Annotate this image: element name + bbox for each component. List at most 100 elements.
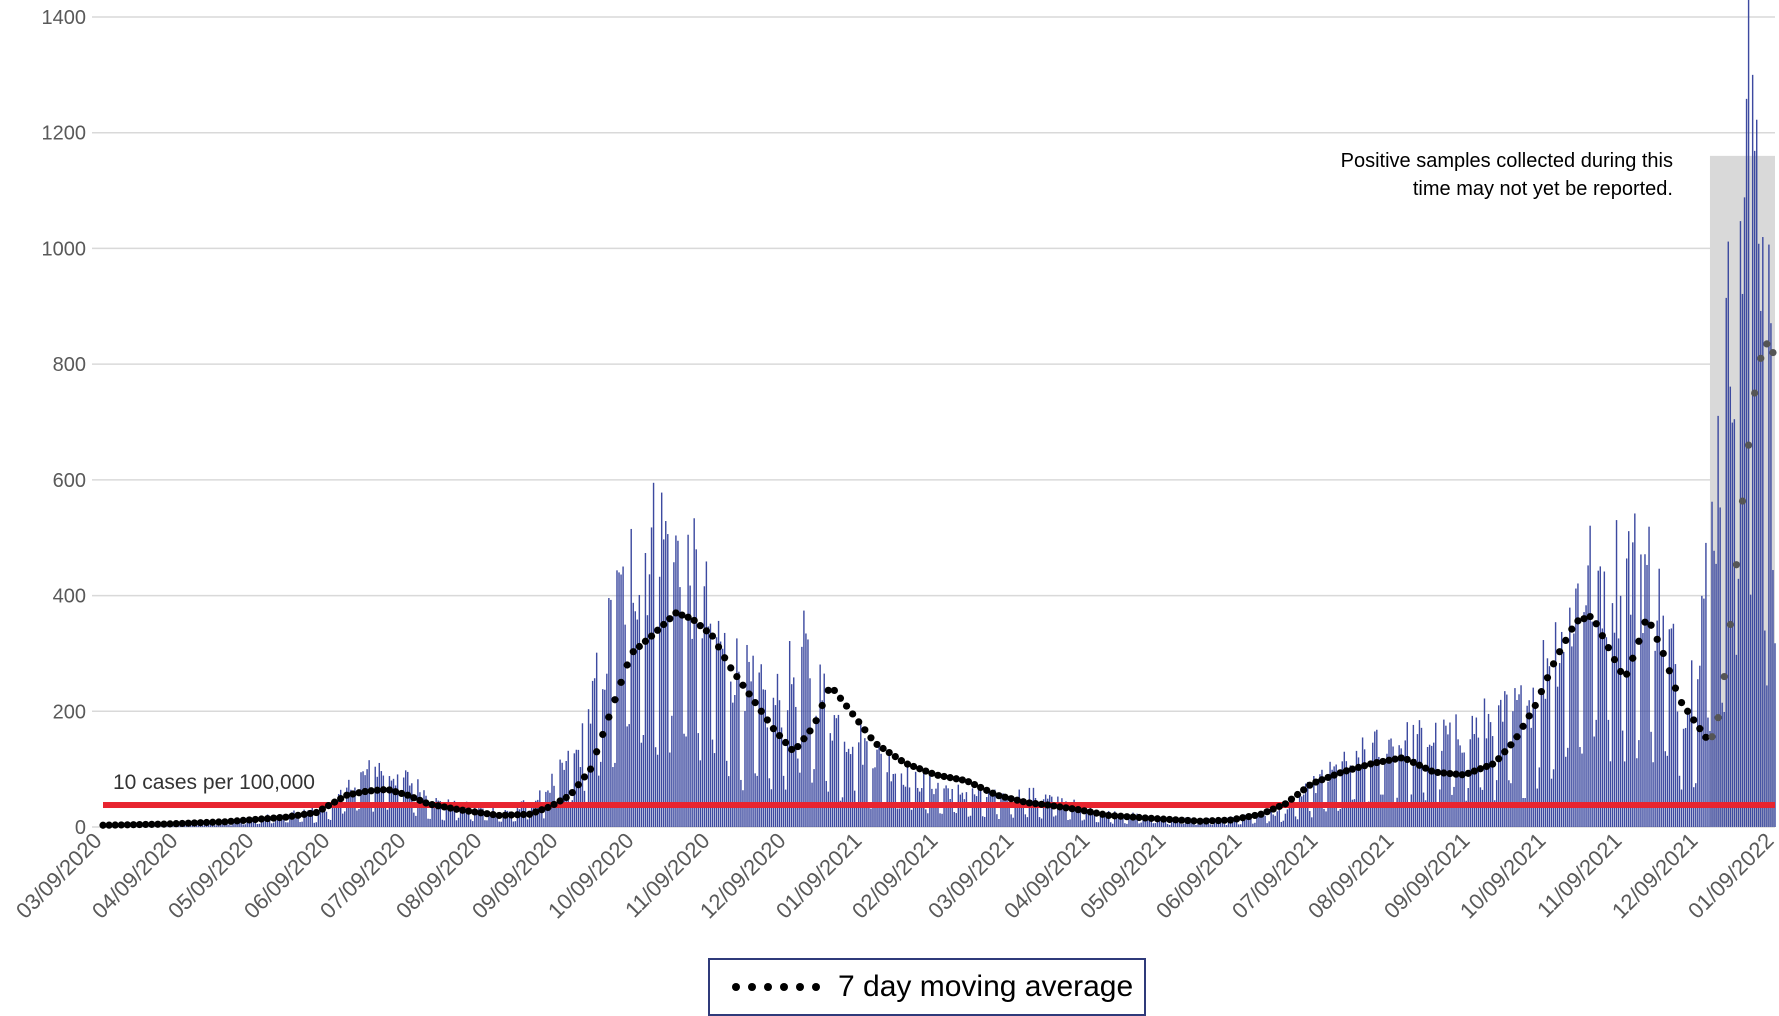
- case-bar: [1333, 766, 1335, 827]
- moving-average-point: [1610, 655, 1619, 664]
- case-bar: [1768, 244, 1770, 827]
- case-bar: [1751, 74, 1754, 828]
- case-bar: [380, 771, 383, 827]
- moving-average-point: [721, 654, 729, 662]
- moving-average-point: [1050, 802, 1058, 810]
- case-bar: [1398, 745, 1400, 827]
- moving-average-point: [910, 762, 918, 771]
- case-bar: [1609, 761, 1612, 827]
- case-bar: [1573, 633, 1575, 827]
- case-bar: [1164, 818, 1167, 827]
- case-bar: [1605, 637, 1608, 827]
- case-bar: [1006, 796, 1008, 827]
- case-bar: [1664, 751, 1667, 827]
- case-bar: [1406, 722, 1408, 827]
- case-bar: [715, 637, 718, 827]
- case-bar: [860, 724, 862, 827]
- case-bar: [1128, 817, 1130, 827]
- moving-average-point: [1318, 776, 1326, 784]
- case-bar: [386, 809, 389, 827]
- case-bar: [994, 789, 996, 827]
- moving-average-point: [757, 707, 765, 715]
- moving-average-point: [410, 794, 418, 802]
- case-bar: [388, 776, 391, 827]
- case-bar: [1709, 730, 1711, 827]
- case-bar: [1296, 819, 1299, 827]
- moving-average-point: [471, 808, 479, 816]
- moving-average-point: [1549, 660, 1558, 668]
- case-bar: [1298, 794, 1301, 827]
- annotation-line-2: time may not yet be reported.: [1413, 178, 1673, 200]
- case-bar: [1160, 819, 1163, 827]
- case-bar: [626, 726, 628, 827]
- moving-average-point: [1586, 612, 1594, 621]
- case-bar: [526, 819, 529, 827]
- case-bar: [1650, 731, 1652, 827]
- case-bar: [1493, 800, 1496, 827]
- case-bar: [494, 814, 496, 827]
- case-bar: [441, 819, 443, 827]
- case-bar: [1248, 815, 1250, 827]
- case-bar: [1004, 799, 1006, 827]
- case-bar: [1623, 761, 1626, 827]
- moving-average-point: [995, 792, 1003, 800]
- moving-average-point: [404, 791, 412, 799]
- case-bar: [1530, 727, 1532, 827]
- case-bar: [1020, 800, 1022, 827]
- case-bar: [1672, 623, 1675, 827]
- case-bar: [1101, 813, 1104, 827]
- moving-average-point: [513, 811, 522, 819]
- case-bar: [1489, 722, 1492, 827]
- case-bar: [297, 815, 299, 827]
- case-bar: [1313, 775, 1315, 827]
- case-bar: [1469, 739, 1471, 827]
- moving-average-point: [586, 765, 595, 773]
- case-bar: [1059, 803, 1061, 827]
- case-bar: [1747, 0, 1750, 828]
- case-bar: [352, 795, 354, 827]
- moving-average-point: [806, 727, 814, 735]
- case-bar: [600, 761, 602, 827]
- moving-average-point: [1495, 755, 1503, 763]
- case-bar: [1294, 816, 1297, 827]
- case-bar: [1583, 612, 1585, 827]
- case-bar: [1309, 811, 1311, 827]
- moving-average-point: [940, 772, 948, 781]
- moving-average-point: [897, 757, 906, 765]
- moving-average-point: [154, 820, 162, 828]
- case-bar: [1634, 513, 1636, 827]
- case-bar: [541, 813, 543, 827]
- case-bar: [510, 812, 513, 827]
- moving-average-point: [1446, 769, 1454, 778]
- case-bar: [1715, 563, 1717, 827]
- moving-average-point: [1677, 699, 1686, 707]
- moving-average-point: [1214, 816, 1222, 825]
- case-bar: [274, 815, 277, 827]
- case-bar: [1026, 817, 1029, 827]
- case-bar: [467, 809, 470, 827]
- moving-average-point: [1300, 786, 1308, 794]
- moving-average-point: [1123, 813, 1131, 821]
- case-bar: [892, 773, 895, 827]
- y-tick-label: 1200: [42, 123, 87, 145]
- case-bar: [1367, 801, 1370, 827]
- case-bar: [1699, 665, 1701, 827]
- case-bar: [1134, 815, 1136, 827]
- case-bar: [790, 684, 793, 827]
- case-bar: [1707, 717, 1709, 827]
- moving-average-point: [209, 818, 217, 826]
- case-bar: [370, 805, 372, 827]
- case-bar: [1569, 607, 1571, 827]
- case-bar: [427, 818, 429, 827]
- moving-average-point: [1007, 795, 1015, 803]
- case-bar: [356, 810, 358, 827]
- case-bar: [1266, 823, 1268, 827]
- case-bar: [423, 790, 425, 827]
- moving-average-point: [1434, 768, 1442, 777]
- moving-average-point: [1440, 769, 1448, 777]
- case-bar: [1756, 119, 1758, 827]
- case-bar: [1166, 823, 1169, 827]
- moving-average-point: [1336, 769, 1344, 777]
- case-bar: [618, 572, 620, 827]
- case-bar: [1648, 526, 1650, 827]
